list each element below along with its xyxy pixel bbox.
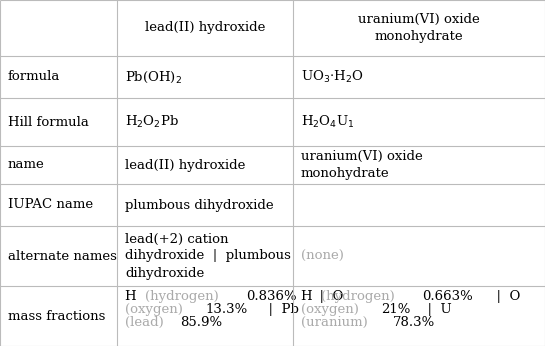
Text: (hydrogen): (hydrogen) [146, 290, 223, 303]
Text: alternate names: alternate names [8, 249, 117, 263]
Text: Hill formula: Hill formula [8, 116, 89, 128]
Text: mass fractions: mass fractions [8, 310, 105, 322]
Text: plumbous dihydroxide: plumbous dihydroxide [125, 199, 274, 211]
Text: |  U: | U [419, 303, 452, 316]
Text: H$_2$O$_2$Pb: H$_2$O$_2$Pb [125, 114, 179, 130]
Text: UO$_3$$\cdot$H$_2$O: UO$_3$$\cdot$H$_2$O [301, 69, 364, 85]
Text: IUPAC name: IUPAC name [8, 199, 93, 211]
Text: (none): (none) [301, 249, 344, 263]
Text: uranium(VI) oxide
monohydrate: uranium(VI) oxide monohydrate [301, 150, 423, 180]
Text: formula: formula [8, 71, 60, 83]
Text: H: H [125, 290, 141, 303]
Text: lead(+2) cation
dihydroxide  |  plumbous
dihydroxide: lead(+2) cation dihydroxide | plumbous d… [125, 233, 291, 280]
Text: (uranium): (uranium) [301, 316, 372, 329]
Text: |  Pb: | Pb [259, 303, 299, 316]
Text: 78.3%: 78.3% [392, 316, 435, 329]
Text: name: name [8, 158, 45, 172]
Text: (oxygen): (oxygen) [125, 303, 187, 316]
Text: 13.3%: 13.3% [205, 303, 247, 316]
Text: (lead): (lead) [125, 316, 168, 329]
Text: lead(II) hydroxide: lead(II) hydroxide [145, 21, 265, 35]
Text: Pb(OH)$_2$: Pb(OH)$_2$ [125, 70, 182, 85]
Text: 0.663%: 0.663% [422, 290, 473, 303]
Text: 85.9%: 85.9% [180, 316, 222, 329]
Text: uranium(VI) oxide
monohydrate: uranium(VI) oxide monohydrate [358, 13, 480, 43]
Text: lead(II) hydroxide: lead(II) hydroxide [125, 158, 245, 172]
Text: 0.836%: 0.836% [246, 290, 297, 303]
Text: (oxygen): (oxygen) [301, 303, 363, 316]
Text: |  O: | O [311, 290, 344, 303]
Text: 21%: 21% [381, 303, 410, 316]
Text: (hydrogen): (hydrogen) [322, 290, 399, 303]
Text: H: H [301, 290, 317, 303]
Text: |  O: | O [488, 290, 520, 303]
Text: H$_2$O$_4$U$_1$: H$_2$O$_4$U$_1$ [301, 114, 354, 130]
